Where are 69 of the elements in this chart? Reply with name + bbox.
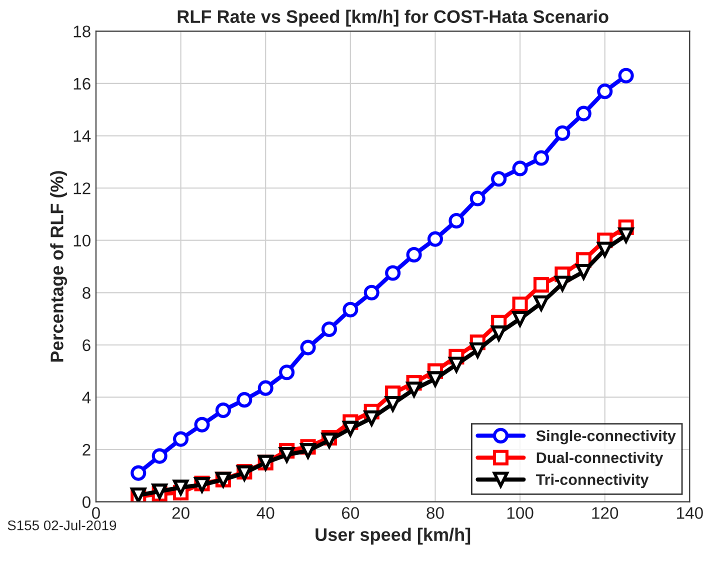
y-tick-label: 12 — [74, 182, 90, 194]
point — [533, 277, 550, 293]
point — [279, 446, 295, 463]
y-tick-label: 18 — [74, 26, 90, 38]
point — [427, 231, 444, 247]
point — [364, 284, 380, 300]
y-axis-title: Percentage of RLF (%) — [50, 171, 68, 362]
y-tick-label: 10 — [74, 234, 90, 247]
x-tick-label: 100 — [507, 507, 534, 519]
point — [300, 443, 316, 459]
y-tick-label: 0 — [82, 496, 90, 508]
point — [512, 296, 528, 312]
y-tick-label: 6 — [82, 339, 90, 352]
x-tick-label: 80 — [426, 507, 444, 519]
x-tick-label: 120 — [592, 507, 618, 519]
point — [470, 190, 486, 206]
y-tick-label: 4 — [82, 392, 91, 404]
point — [406, 382, 422, 398]
legend-label: Single-connectivity — [536, 430, 676, 444]
point — [554, 276, 570, 292]
x-tick-label: 20 — [172, 507, 190, 519]
point — [279, 364, 295, 380]
text: S155 02-Jul-2019 — [8, 520, 116, 530]
point — [597, 242, 613, 258]
point — [258, 380, 274, 396]
point — [576, 106, 592, 122]
point — [152, 448, 168, 464]
legend-label: Dual-connectivity — [536, 452, 664, 466]
x-tick-label: 60 — [342, 507, 360, 519]
point — [470, 342, 486, 358]
point — [173, 480, 189, 496]
point — [576, 264, 592, 280]
y-tick-label: 2 — [82, 444, 90, 456]
point — [618, 68, 634, 84]
x-axis-title: User speed [km/h] — [316, 528, 470, 545]
point — [194, 416, 210, 432]
point — [512, 160, 528, 176]
point — [448, 212, 464, 229]
point — [236, 392, 252, 408]
legend-label: Tri-connectivity — [536, 474, 649, 488]
point — [173, 431, 189, 447]
point — [130, 465, 146, 481]
chart-title: RLF Rate vs Speed [km/h] for COST-Hata Scenario — [178, 10, 608, 27]
point — [618, 227, 634, 243]
point — [385, 396, 401, 412]
y-tick-label: 14 — [74, 130, 91, 142]
point — [597, 84, 613, 100]
x-tick-label: 0 — [92, 507, 100, 519]
point — [342, 302, 358, 318]
point — [364, 410, 380, 426]
y-tick-label: 8 — [82, 287, 90, 299]
point — [342, 420, 358, 436]
point — [321, 432, 337, 448]
point — [215, 402, 231, 418]
point — [427, 371, 444, 387]
point — [448, 356, 464, 372]
point — [300, 340, 316, 356]
point — [533, 150, 550, 166]
x-tick-label: 140 — [677, 507, 703, 519]
x-tick-label: 40 — [256, 507, 274, 519]
point — [554, 125, 570, 141]
y-tick-label: 16 — [74, 78, 90, 90]
point — [533, 295, 550, 311]
point — [491, 325, 507, 341]
point — [491, 171, 507, 187]
point — [385, 265, 401, 281]
point — [406, 246, 422, 263]
point — [321, 321, 337, 338]
point — [512, 311, 528, 327]
